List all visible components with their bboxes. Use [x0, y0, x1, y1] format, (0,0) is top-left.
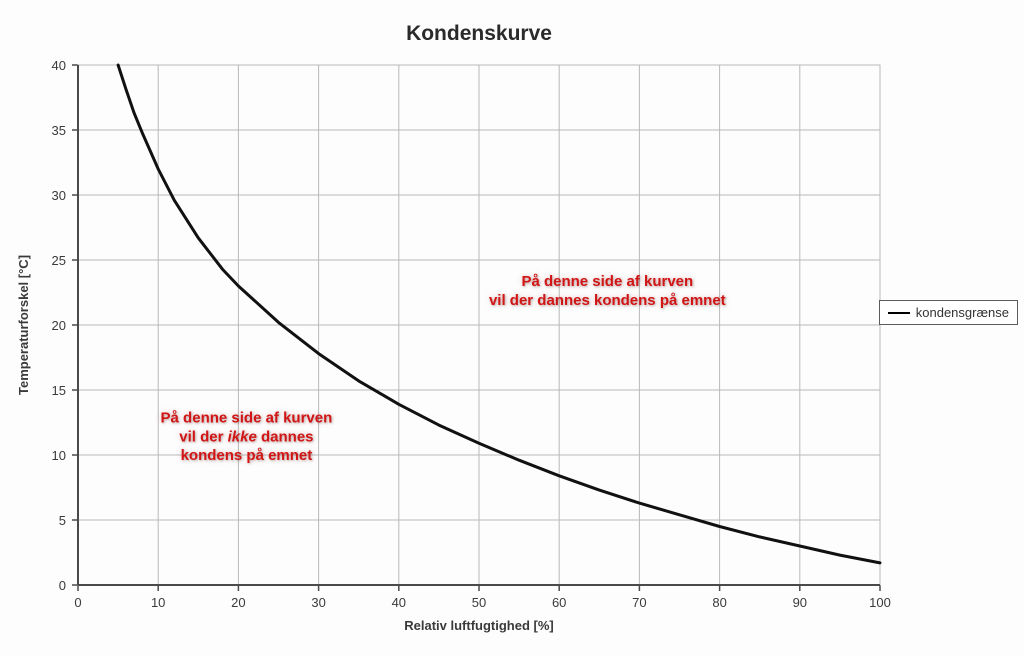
svg-text:100: 100 — [869, 595, 891, 610]
svg-text:Relativ luftfugtighed [%]: Relativ luftfugtighed [%] — [404, 618, 554, 633]
legend-box: kondensgrænse — [879, 300, 1018, 325]
svg-text:40: 40 — [52, 58, 66, 73]
svg-text:90: 90 — [793, 595, 807, 610]
svg-text:80: 80 — [712, 595, 726, 610]
svg-text:70: 70 — [632, 595, 646, 610]
svg-text:20: 20 — [52, 318, 66, 333]
svg-text:40: 40 — [392, 595, 406, 610]
svg-text:30: 30 — [52, 188, 66, 203]
svg-text:Kondenskurve: Kondenskurve — [406, 22, 552, 45]
svg-text:35: 35 — [52, 123, 66, 138]
chart-container: { "chart": { "type": "line", "title": "K… — [0, 0, 1024, 656]
kondenskurve-chart: Kondenskurve 0 10 20 30 40 50 60 70 80 90 100 0 5 10 15… — [0, 0, 1024, 656]
svg-text:På denne side af kurvenvil der: På denne side af kurvenvil der dannes ko… — [489, 273, 726, 309]
svg-text:5: 5 — [59, 513, 66, 528]
svg-text:0: 0 — [74, 595, 81, 610]
svg-text:60: 60 — [552, 595, 566, 610]
svg-text:15: 15 — [52, 383, 66, 398]
svg-text:10: 10 — [151, 595, 165, 610]
svg-text:25: 25 — [52, 253, 66, 268]
svg-text:30: 30 — [311, 595, 325, 610]
legend-label: kondensgrænse — [916, 305, 1009, 320]
legend-swatch — [888, 312, 910, 314]
svg-text:10: 10 — [52, 448, 66, 463]
svg-text:0: 0 — [59, 578, 66, 593]
svg-text:20: 20 — [231, 595, 245, 610]
svg-text:På denne side af kurvenvil der: På denne side af kurvenvil der ikke dann… — [161, 410, 333, 465]
svg-text:Temperaturforskel [°C]: Temperaturforskel [°C] — [16, 255, 31, 395]
svg-text:50: 50 — [472, 595, 486, 610]
